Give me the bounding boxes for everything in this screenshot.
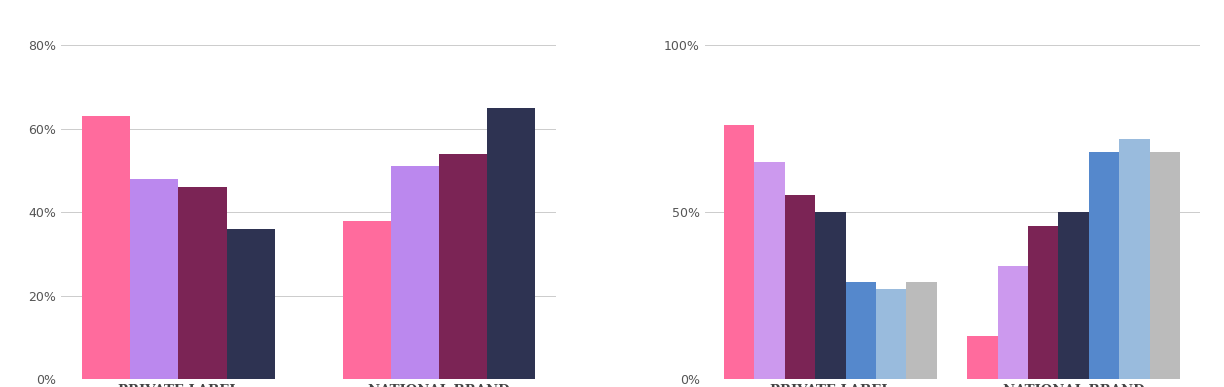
Bar <box>1059 212 1089 379</box>
Bar <box>439 154 487 379</box>
Bar <box>754 162 785 379</box>
Bar <box>1149 152 1180 379</box>
Bar <box>785 195 815 379</box>
Bar <box>725 125 754 379</box>
Bar <box>967 336 998 379</box>
Bar <box>82 116 130 379</box>
Bar <box>343 221 390 379</box>
Bar <box>226 229 275 379</box>
Bar <box>130 179 179 379</box>
Bar <box>846 283 876 379</box>
Bar <box>1119 139 1149 379</box>
Bar <box>390 166 439 379</box>
Bar <box>1089 152 1119 379</box>
Bar <box>179 187 226 379</box>
Bar <box>998 265 1028 379</box>
Bar <box>487 108 535 379</box>
Bar <box>907 283 936 379</box>
Bar <box>815 212 846 379</box>
Bar <box>1028 226 1059 379</box>
Bar <box>876 289 907 379</box>
